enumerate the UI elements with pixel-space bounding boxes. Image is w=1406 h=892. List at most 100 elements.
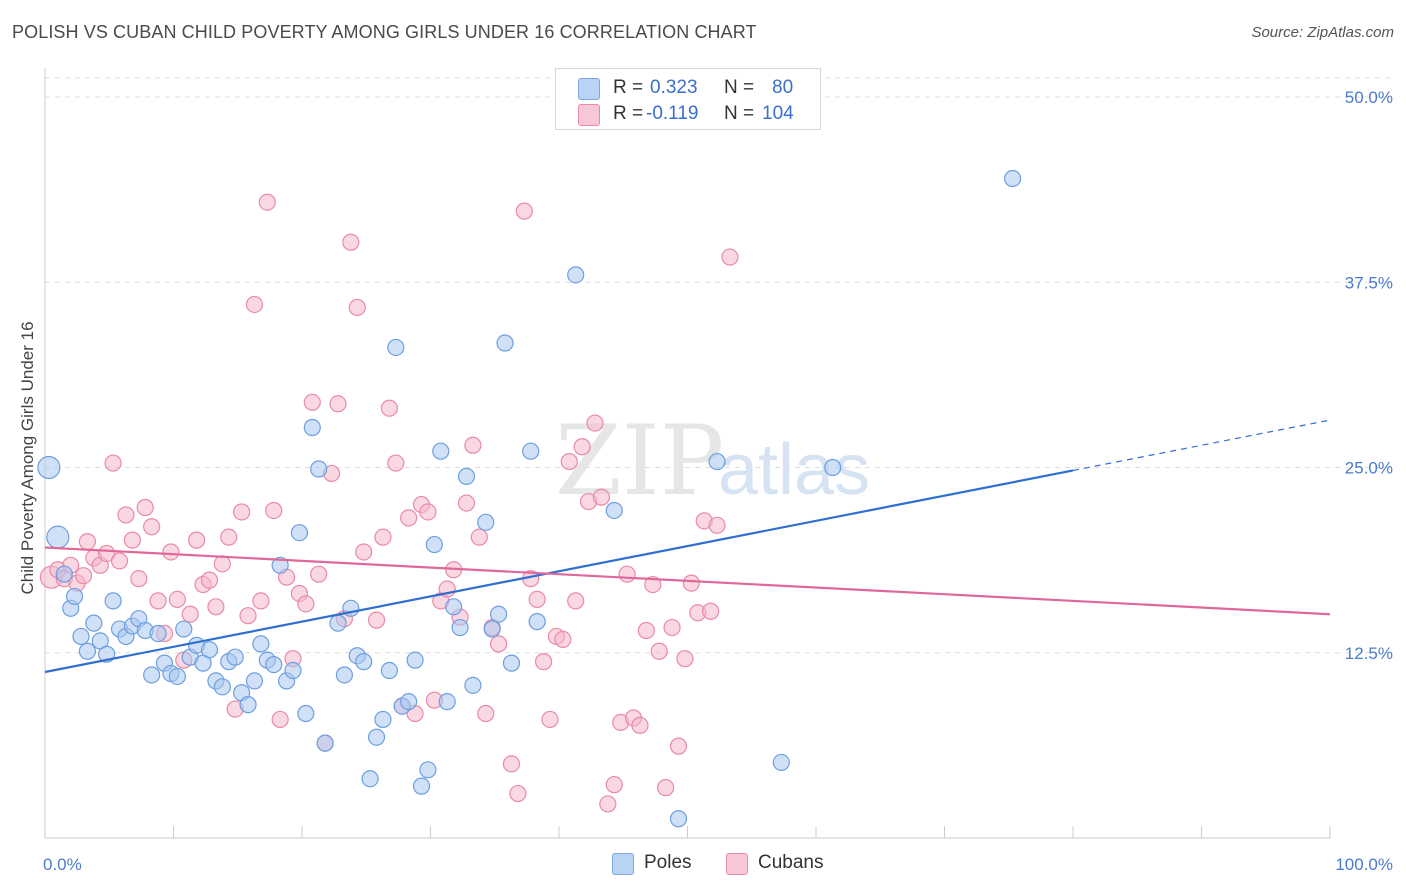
poles-point: [605, 501, 623, 520]
y-tick-label: 50.0%: [1345, 88, 1393, 107]
cubans-point: [708, 516, 726, 534]
poles-point: [361, 770, 379, 788]
cubans-point: [265, 501, 283, 520]
cubans-point: [554, 630, 572, 649]
poles-point: [149, 624, 167, 643]
poles-point: [824, 458, 842, 477]
poles-point: [143, 666, 161, 684]
poles-point: [438, 693, 456, 711]
cubans-point: [168, 590, 186, 608]
cubans-point: [650, 642, 668, 660]
cubans-point: [567, 592, 585, 610]
poles-point: [419, 761, 437, 779]
poles-point: [380, 661, 398, 680]
poles-point: [329, 614, 347, 632]
cubans-point: [188, 531, 206, 549]
poles-point: [55, 565, 73, 583]
cubans-point: [457, 494, 476, 512]
source-attribution: Source: ZipAtlas.com: [1251, 24, 1394, 41]
poles-point: [72, 627, 90, 646]
poles-trend-line: [44, 469, 1074, 674]
cubans-point: [355, 543, 373, 561]
poles-point: [772, 753, 790, 772]
cubans-point: [541, 710, 559, 729]
cubans-point: [618, 565, 636, 583]
cubans-point: [586, 414, 604, 432]
poles-point: [496, 334, 514, 352]
cubans-point: [74, 567, 93, 585]
cubans-point: [303, 393, 321, 411]
poles-point: [528, 613, 546, 631]
poles-point: [412, 777, 431, 795]
poles-point: [168, 667, 186, 686]
cubans-trend-line: [44, 546, 1331, 616]
cubans-point: [657, 779, 675, 797]
poles-point: [335, 666, 354, 684]
poles-point: [374, 710, 392, 729]
legend-label-cubans: Cubans: [758, 852, 824, 873]
cubans-point: [663, 618, 681, 637]
chart-title: POLISH VS CUBAN CHILD POVERTY AMONG GIRL…: [12, 22, 757, 42]
n-label: N =: [724, 103, 755, 124]
poles-point: [406, 651, 424, 669]
cubans-point: [374, 528, 392, 546]
cubans-point: [477, 704, 495, 723]
cubans-swatch-icon: [726, 853, 748, 875]
poles-point: [451, 618, 469, 637]
cubans-point: [515, 202, 533, 220]
cubans-point: [239, 607, 257, 625]
axes: [44, 68, 1331, 839]
grid-lines: [45, 77, 1395, 654]
poles-point: [245, 672, 264, 690]
cubans-point: [271, 710, 289, 729]
cubans-point: [252, 592, 270, 610]
poles-point: [445, 598, 463, 616]
r-label: R =: [613, 103, 644, 124]
cubans-point: [245, 295, 264, 314]
poles-point: [290, 524, 309, 542]
cubans-point: [419, 503, 437, 521]
poles-point: [213, 678, 231, 696]
cubans-point: [342, 233, 360, 251]
poles-point: [490, 605, 508, 623]
cubans-point: [181, 605, 199, 623]
cubans-point: [310, 565, 328, 583]
r-label: R =: [613, 77, 644, 98]
legend-row-poles: R = 0.323 N = 80: [556, 75, 820, 101]
poles-point: [271, 556, 289, 574]
poles-point: [457, 467, 476, 485]
cubans-point: [644, 575, 662, 594]
cubans-point: [123, 531, 141, 549]
r-value-poles: 0.323: [650, 77, 698, 98]
trend-lines: [44, 419, 1331, 674]
cubans-point: [213, 555, 231, 573]
poles-point: [464, 676, 482, 694]
poles-point: [265, 656, 283, 674]
cubans-point: [676, 650, 694, 668]
poles-point: [367, 728, 386, 746]
poles-point: [175, 620, 193, 638]
poles-point: [226, 648, 244, 666]
cubans-point: [669, 737, 688, 755]
poles-trend-extension: [1072, 419, 1331, 472]
cubans-point: [490, 635, 508, 653]
poles-point: [46, 525, 70, 549]
poles-point: [567, 266, 585, 284]
cubans-point: [130, 570, 148, 588]
watermark: ZIP atlas: [555, 405, 870, 517]
poles-swatch-icon: [612, 853, 634, 875]
cubans-point: [348, 298, 366, 317]
poles-point: [708, 452, 726, 471]
poles-point: [483, 620, 501, 638]
cubans-point: [528, 590, 546, 608]
cubans-point: [509, 784, 527, 803]
poles-point: [297, 704, 315, 723]
cubans-point: [380, 399, 398, 417]
cubans-point: [599, 795, 617, 813]
n-label: N =: [724, 77, 755, 98]
cubans-point: [637, 621, 655, 640]
poles-point: [85, 614, 103, 632]
watermark-atlas: atlas: [718, 430, 870, 510]
cubans-point: [149, 592, 167, 610]
